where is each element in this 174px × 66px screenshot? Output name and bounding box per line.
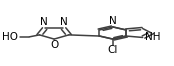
- Text: Cl: Cl: [108, 45, 118, 55]
- Text: N: N: [40, 17, 48, 27]
- Text: O: O: [50, 40, 58, 50]
- Text: HO: HO: [2, 32, 18, 42]
- Text: N: N: [109, 16, 117, 26]
- Text: N: N: [60, 17, 68, 27]
- Text: NH: NH: [145, 32, 161, 42]
